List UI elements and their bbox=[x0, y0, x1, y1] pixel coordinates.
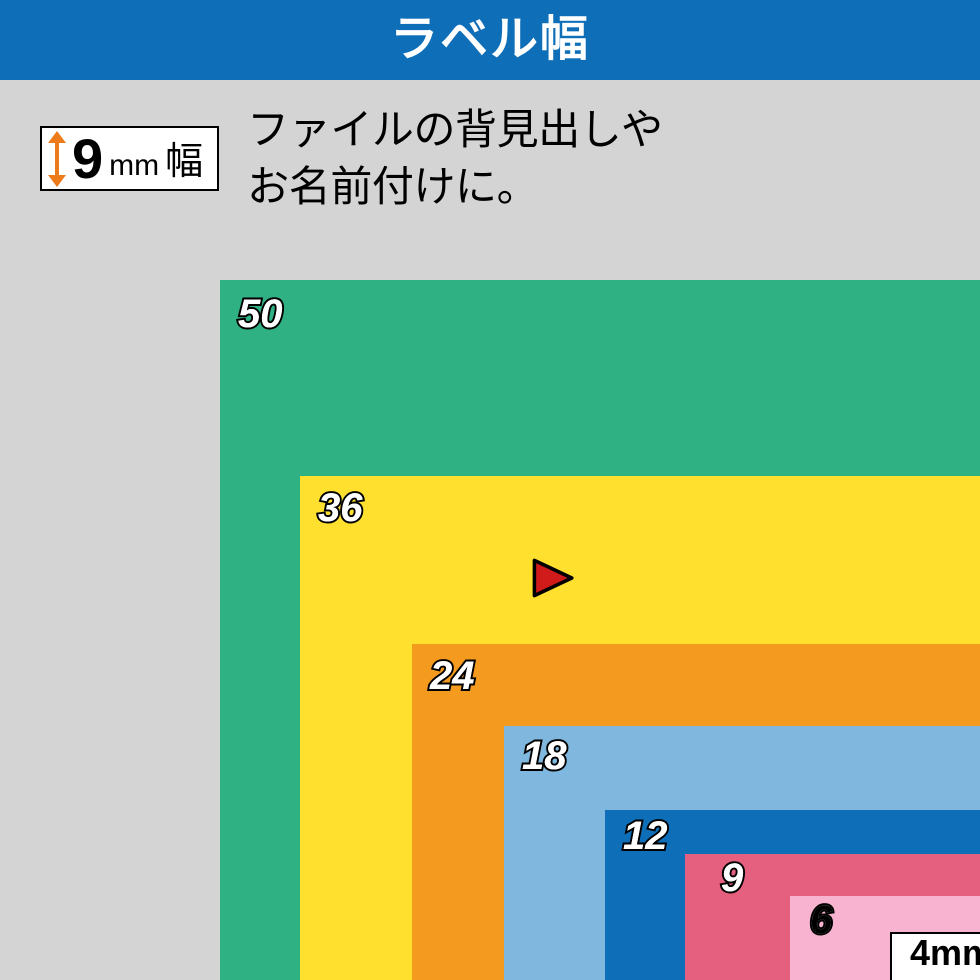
info-row: 9 mm 幅 ファイルの背見出しやお名前付けに。 bbox=[0, 80, 980, 225]
description-text: ファイルの背見出しやお名前付けに。 bbox=[247, 102, 662, 215]
label-width-chart: 5050363624241818121299664mm bbox=[110, 280, 980, 980]
vertical-double-arrow-icon bbox=[48, 131, 66, 187]
width-indicator-box: 9 mm 幅 bbox=[40, 126, 219, 191]
header-title: ラベル幅 bbox=[390, 13, 590, 66]
width-unit: mm bbox=[109, 149, 159, 187]
highlight-marker-icon bbox=[530, 556, 574, 600]
width-value: 9 bbox=[72, 131, 103, 187]
width-suffix: 幅 bbox=[165, 130, 203, 187]
size-bar-label: 4mm bbox=[910, 932, 980, 974]
header-bar: ラベル幅 bbox=[0, 0, 980, 80]
